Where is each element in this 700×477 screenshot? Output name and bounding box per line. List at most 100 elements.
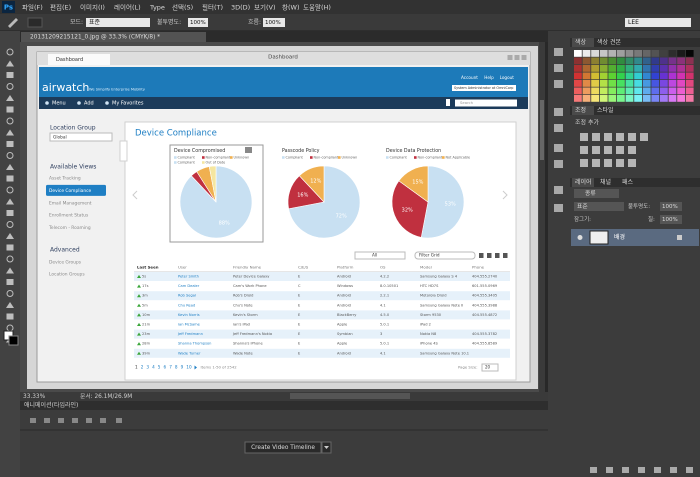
- column-header[interactable]: C/E/S: [298, 265, 309, 270]
- tool-icon[interactable]: [6, 302, 14, 308]
- advanced-link[interactable]: Device Groups: [49, 260, 82, 266]
- table-cell: Samsung Galaxy S 4: [420, 275, 458, 279]
- table-cell: 23m: [142, 332, 151, 336]
- view-link[interactable]: Asset Tracking: [49, 176, 81, 182]
- dropdown-arrow: [324, 446, 329, 449]
- adjust-icon: [628, 159, 636, 167]
- page-link[interactable]: 10: [186, 365, 192, 370]
- page-link[interactable]: 6: [164, 365, 167, 370]
- tool-icon[interactable]: [6, 152, 14, 159]
- next-page[interactable]: [194, 365, 198, 370]
- nav-item[interactable]: Add: [84, 101, 94, 107]
- carousel-next[interactable]: [502, 190, 508, 200]
- table-cell[interactable]: Chu Read: [178, 303, 195, 307]
- column-header[interactable]: OS: [380, 265, 386, 270]
- table-cell[interactable]: Peter Smith: [178, 275, 199, 279]
- table-cell: 404.555.3782: [472, 332, 497, 336]
- swatch: [591, 87, 599, 95]
- menu-item[interactable]: 파일(F): [22, 3, 43, 12]
- table-cell[interactable]: Wade Turner: [178, 351, 201, 355]
- table-cell: 4.1: [380, 303, 386, 307]
- menu-item[interactable]: 레이어(L): [114, 3, 141, 12]
- swatch: [642, 80, 651, 87]
- tool-icon[interactable]: [6, 221, 14, 228]
- view-link[interactable]: Enrollment Status: [49, 213, 89, 219]
- legend-swatch: [202, 156, 205, 159]
- layer-opacity-field: [660, 202, 682, 211]
- menu-item[interactable]: 보기(V): [254, 3, 275, 12]
- search-placeholder: Search: [460, 100, 474, 105]
- swatch: [591, 72, 599, 80]
- table-cell[interactable]: ian McSame: [178, 323, 201, 327]
- page-link[interactable]: 9: [181, 365, 184, 370]
- timeline-control: [100, 418, 106, 423]
- swatch: [625, 65, 634, 72]
- tool-icon[interactable]: [6, 60, 14, 67]
- page-link[interactable]: 3: [146, 365, 149, 370]
- menu-item[interactable]: 편집(E): [50, 3, 71, 12]
- page-link[interactable]: 2: [141, 365, 144, 370]
- page-link[interactable]: 8: [175, 365, 178, 370]
- page-link[interactable]: 7: [169, 365, 172, 370]
- tool-icon[interactable]: [6, 290, 14, 297]
- swatch: [642, 72, 651, 80]
- table-cell: E: [298, 303, 301, 307]
- table-cell: Windows: [337, 284, 353, 288]
- tool-icon[interactable]: [6, 95, 14, 101]
- panel-tab-label: 색상: [575, 38, 587, 46]
- column-header[interactable]: User: [178, 265, 187, 270]
- view-link[interactable]: Device Compliance: [49, 188, 92, 194]
- view-link[interactable]: Telecom - Roaming: [48, 225, 91, 231]
- menu-item[interactable]: 도움말(H): [303, 4, 331, 12]
- swatch: [668, 72, 677, 80]
- menu-item[interactable]: 3D(D): [231, 4, 250, 12]
- tool-icon[interactable]: [6, 48, 14, 56]
- tool-icon[interactable]: [6, 198, 14, 205]
- account-link[interactable]: Account: [461, 75, 478, 80]
- tool-icon[interactable]: [6, 83, 14, 90]
- column-header[interactable]: Platform: [337, 265, 354, 270]
- page-link[interactable]: 5: [158, 365, 161, 370]
- menu-item[interactable]: 필터(T): [202, 3, 223, 12]
- column-header[interactable]: Last Seen: [137, 265, 159, 270]
- tool-icon[interactable]: [6, 117, 14, 125]
- menu-item[interactable]: 선택(S): [172, 3, 193, 12]
- nav-item[interactable]: My Favorites: [112, 101, 144, 107]
- menu-item[interactable]: 이미지(I): [80, 3, 105, 12]
- swatch: [574, 57, 582, 65]
- tool-icon[interactable]: [6, 255, 14, 263]
- tool-icon[interactable]: [6, 186, 14, 194]
- column-header[interactable]: Phone: [472, 265, 485, 270]
- advanced-link[interactable]: Location Groups: [49, 272, 85, 278]
- table-cell[interactable]: Cam Dealer: [178, 284, 200, 288]
- tool-icon[interactable]: [6, 164, 14, 170]
- menu-item[interactable]: 창(W): [282, 4, 299, 12]
- carousel-prev[interactable]: [132, 190, 138, 200]
- tool-icon[interactable]: [6, 233, 14, 239]
- table-cell[interactable]: Rob Segal: [178, 294, 196, 298]
- swatch: [625, 80, 634, 87]
- table-cell[interactable]: Shanna Thompson: [178, 342, 211, 346]
- swatch: [677, 72, 685, 80]
- table-cell: ian's iPad: [233, 323, 250, 327]
- nav-item[interactable]: Menu: [52, 101, 66, 107]
- swatch: [642, 87, 651, 95]
- status-icon: [137, 351, 141, 355]
- page-link[interactable]: 1: [135, 365, 138, 370]
- menu-item[interactable]: Type: [149, 4, 165, 12]
- page-link[interactable]: 4: [152, 365, 155, 370]
- table-cell[interactable]: Kevin Norris: [178, 313, 200, 317]
- account-link[interactable]: Help: [484, 75, 494, 80]
- tool-icon[interactable]: [6, 267, 14, 274]
- table-cell[interactable]: Jeff Fredmann: [177, 332, 203, 336]
- column-header[interactable]: Friendly Name: [233, 265, 262, 270]
- legend-label: Out of Date: [206, 161, 226, 165]
- column-header[interactable]: Model: [420, 265, 432, 270]
- dock-icon: [554, 160, 563, 168]
- view-link[interactable]: Email Management: [49, 200, 92, 206]
- tool-icon[interactable]: [6, 129, 14, 136]
- visibility-icon[interactable]: [577, 235, 583, 240]
- fill-value: 100%: [662, 217, 678, 223]
- table-cell: E: [298, 351, 301, 355]
- account-link[interactable]: Logout: [500, 75, 515, 80]
